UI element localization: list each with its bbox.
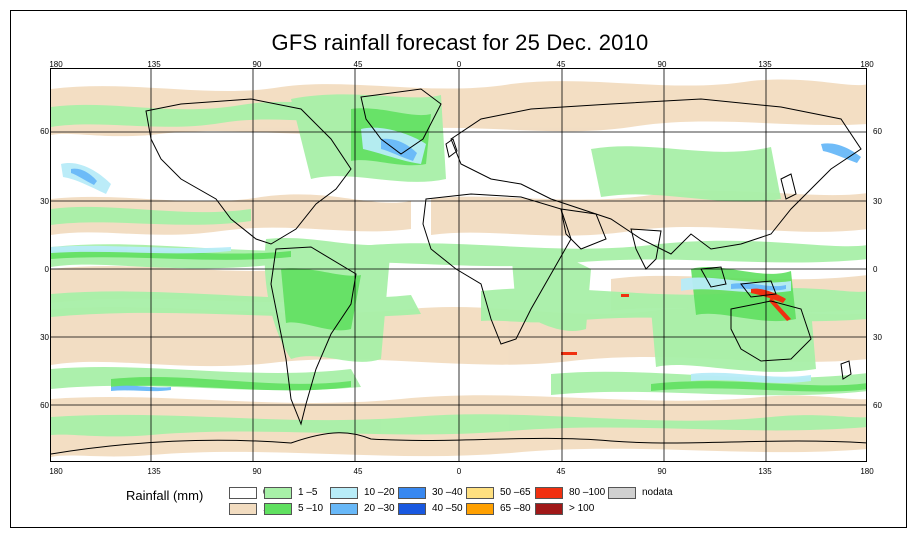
- legend-item: 30 –40: [398, 486, 463, 499]
- legend-swatch: [330, 486, 358, 499]
- lat-tick: 60: [873, 401, 882, 410]
- legend-item: 5 –10: [264, 502, 323, 515]
- legend-swatch: [264, 502, 292, 515]
- map-title: GFS rainfall forecast for 25 Dec. 2010: [271, 30, 649, 55]
- legend-swatch: [229, 502, 257, 515]
- legend-swatch: [535, 486, 563, 499]
- lon-tick: 0: [456, 60, 462, 69]
- legend-swatch: [398, 486, 426, 499]
- map-canvas: [51, 69, 866, 461]
- lon-tick: 135: [147, 60, 161, 69]
- legend-label: 50 –65: [500, 487, 531, 498]
- legend-swatch: [466, 486, 494, 499]
- legend-item: 50 –65: [466, 486, 531, 499]
- legend-label: 10 –20: [364, 487, 395, 498]
- legend-label: > 100: [569, 503, 595, 514]
- legend-item: nodata: [608, 486, 673, 499]
- legend-label: 80 –100: [569, 487, 606, 498]
- legend-label: 5 –10: [298, 503, 324, 514]
- legend-item: 0: [229, 486, 269, 499]
- legend-label: nodata: [642, 487, 673, 498]
- legend-item: > 100: [535, 502, 594, 515]
- lon-tick: 45: [556, 60, 566, 69]
- lon-tick: 180: [860, 60, 874, 69]
- legend-label: 30 –40: [432, 487, 463, 498]
- lon-tick: 135: [147, 467, 161, 476]
- legend-swatch: [330, 502, 358, 515]
- legend-item: 10 –20: [330, 486, 395, 499]
- rainfall-map: [50, 68, 867, 462]
- lon-tick: 90: [252, 60, 262, 69]
- lat-tick: 30: [40, 197, 49, 206]
- lat-tick: 30: [873, 197, 882, 206]
- lon-tick: 135: [758, 467, 772, 476]
- coastlines: [51, 88, 866, 455]
- legend-swatch: [264, 486, 292, 499]
- lon-tick: 180: [49, 467, 63, 476]
- lon-tick: 90: [657, 60, 667, 69]
- lat-tick: 60: [40, 127, 49, 136]
- legend-item: 65 –80: [466, 502, 531, 515]
- legend-item: 40 –50: [398, 502, 463, 515]
- legend-item: 20 –30: [330, 502, 395, 515]
- legend-swatch: [229, 486, 257, 499]
- rain-band-blue: [71, 138, 861, 392]
- legend-title: Rainfall (mm): [126, 488, 204, 503]
- lon-tick: 0: [456, 467, 462, 476]
- lon-tick: 45: [353, 60, 363, 69]
- legend-swatch: [398, 502, 426, 515]
- legend-label: 65 –80: [500, 503, 531, 514]
- legend-swatch: [535, 502, 563, 515]
- lat-tick: 30: [873, 333, 882, 342]
- lon-tick: 90: [252, 467, 262, 476]
- lat-tick: 60: [873, 127, 882, 136]
- lat-tick: 30: [40, 333, 49, 342]
- lat-tick: 60: [40, 401, 49, 410]
- lon-tick: 180: [49, 60, 63, 69]
- legend-item: 1: [229, 502, 269, 515]
- legend-swatch: [466, 502, 494, 515]
- rain-band-red: [561, 288, 791, 355]
- lon-tick: 90: [657, 467, 667, 476]
- lat-tick: 0: [873, 265, 878, 274]
- legend-item: 80 –100: [535, 486, 605, 499]
- legend-label: 20 –30: [364, 503, 395, 514]
- legend-item: 1 –5: [264, 486, 317, 499]
- lat-tick: 0: [44, 265, 49, 274]
- lon-tick: 180: [860, 467, 874, 476]
- legend-swatch: [608, 486, 636, 499]
- legend-label: 40 –50: [432, 503, 463, 514]
- lon-tick: 45: [353, 467, 363, 476]
- lon-tick: 45: [556, 467, 566, 476]
- graticule: [51, 69, 866, 461]
- legend-label: 1 –5: [298, 487, 318, 498]
- lon-tick: 135: [758, 60, 772, 69]
